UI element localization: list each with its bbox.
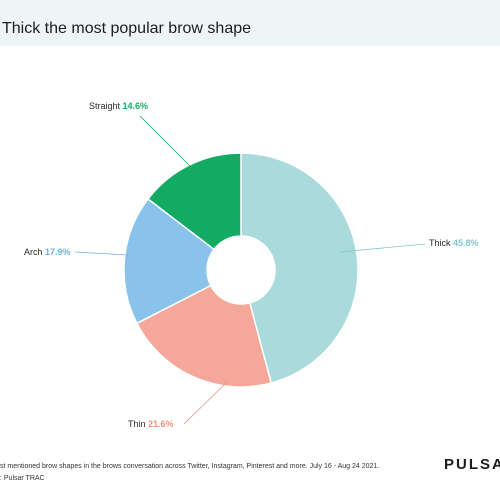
- slice-thin: [135, 284, 273, 388]
- slice-thick: [240, 152, 359, 384]
- label-arch: Arch 17.9%: [24, 247, 71, 257]
- donut-chart: Thick 45.8% Thin 21.6% Arch 17.9% Straight …: [24, 101, 479, 429]
- leader-line-thick: [339, 243, 426, 253]
- label-pct-thin: 21.6%: [148, 419, 174, 429]
- leader-lines: [74, 115, 426, 425]
- leader-line-thin: [183, 381, 228, 425]
- label-thick: Thick 45.8%: [429, 238, 479, 248]
- label-name-straight: Straight: [89, 101, 123, 111]
- slice-labels: Thick 45.8% Thin 21.6% Arch 17.9% Straight …: [24, 101, 479, 429]
- pulsar-logo: PULSAR: [444, 456, 500, 473]
- label-pct-straight: 14.6%: [123, 101, 149, 111]
- label-name-thin: Thin: [128, 419, 148, 429]
- footnote-line-1: st mentioned brow shapes in the brows co…: [0, 463, 380, 470]
- label-pct-thick: 45.8%: [453, 238, 479, 248]
- leader-line-arch: [74, 251, 129, 256]
- label-pct-arch: 17.9%: [45, 247, 71, 257]
- footnote: st mentioned brow shapes in the brows co…: [0, 461, 379, 485]
- label-name-thick: Thick: [429, 238, 453, 248]
- donut-slices: [123, 152, 359, 388]
- chart-header: Thick the most popular brow shape: [0, 0, 500, 46]
- footnote-line-2: : Pulsar TRAC: [0, 475, 45, 482]
- label-thin: Thin 21.6%: [128, 419, 174, 429]
- chart-title: Thick the most popular brow shape: [2, 20, 252, 37]
- label-straight: Straight 14.6%: [89, 101, 148, 111]
- slice-straight: [146, 152, 242, 251]
- leader-line-straight: [139, 115, 191, 167]
- label-name-arch: Arch: [24, 247, 45, 257]
- slice-arch: [123, 197, 216, 325]
